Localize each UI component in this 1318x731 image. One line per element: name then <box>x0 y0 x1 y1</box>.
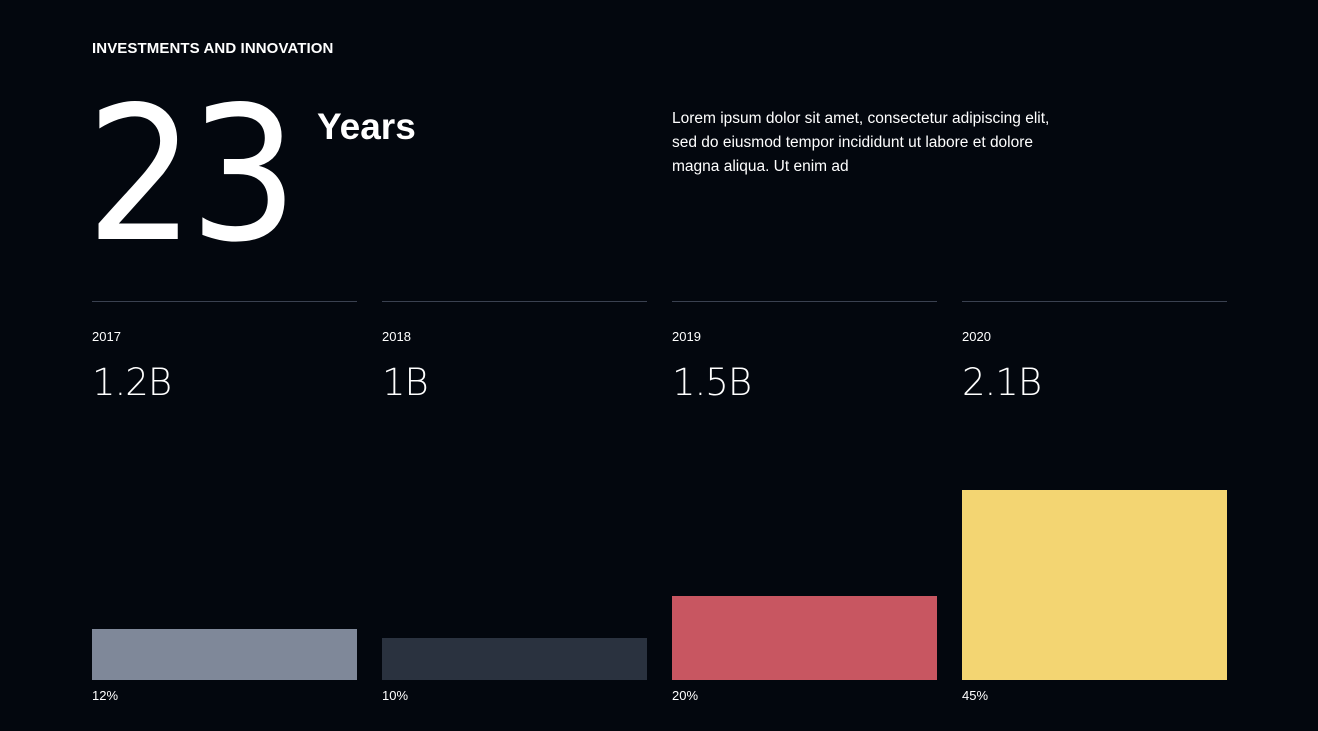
chart-column-2017: 2017 1.2B 12% <box>92 301 357 711</box>
column-divider <box>672 301 937 302</box>
section-eyebrow: INVESTMENTS AND INNOVATION <box>92 40 334 57</box>
column-divider <box>962 301 1227 302</box>
value-label: 45% <box>962 688 989 703</box>
value-label: 20% <box>672 688 699 703</box>
hero-number: 23 <box>86 66 298 283</box>
amount-label: 1.2B <box>92 361 172 404</box>
category-label: 2018 <box>382 329 411 344</box>
bar <box>672 596 937 680</box>
bar <box>382 638 647 680</box>
value-label: 10% <box>382 688 409 703</box>
category-label: 2019 <box>672 329 701 344</box>
hero-unit: Years <box>317 106 416 147</box>
amount-label: 1B <box>382 361 429 404</box>
category-label: 2017 <box>92 329 121 344</box>
category-label: 2020 <box>962 329 991 344</box>
chart-column-2020: 2020 2.1B 45% <box>962 301 1227 711</box>
hero-description: Lorem ipsum dolor sit amet, consectetur … <box>672 110 1050 175</box>
amount-label: 2.1B <box>962 361 1042 404</box>
amount-label: 1.5B <box>672 361 752 404</box>
bar <box>962 490 1227 680</box>
column-divider <box>382 301 647 302</box>
bar <box>92 629 357 680</box>
chart-column-2019: 2019 1.5B 20% <box>672 301 937 711</box>
chart-column-2018: 2018 1B 10% <box>382 301 647 711</box>
value-label: 12% <box>92 688 119 703</box>
column-divider <box>92 301 357 302</box>
